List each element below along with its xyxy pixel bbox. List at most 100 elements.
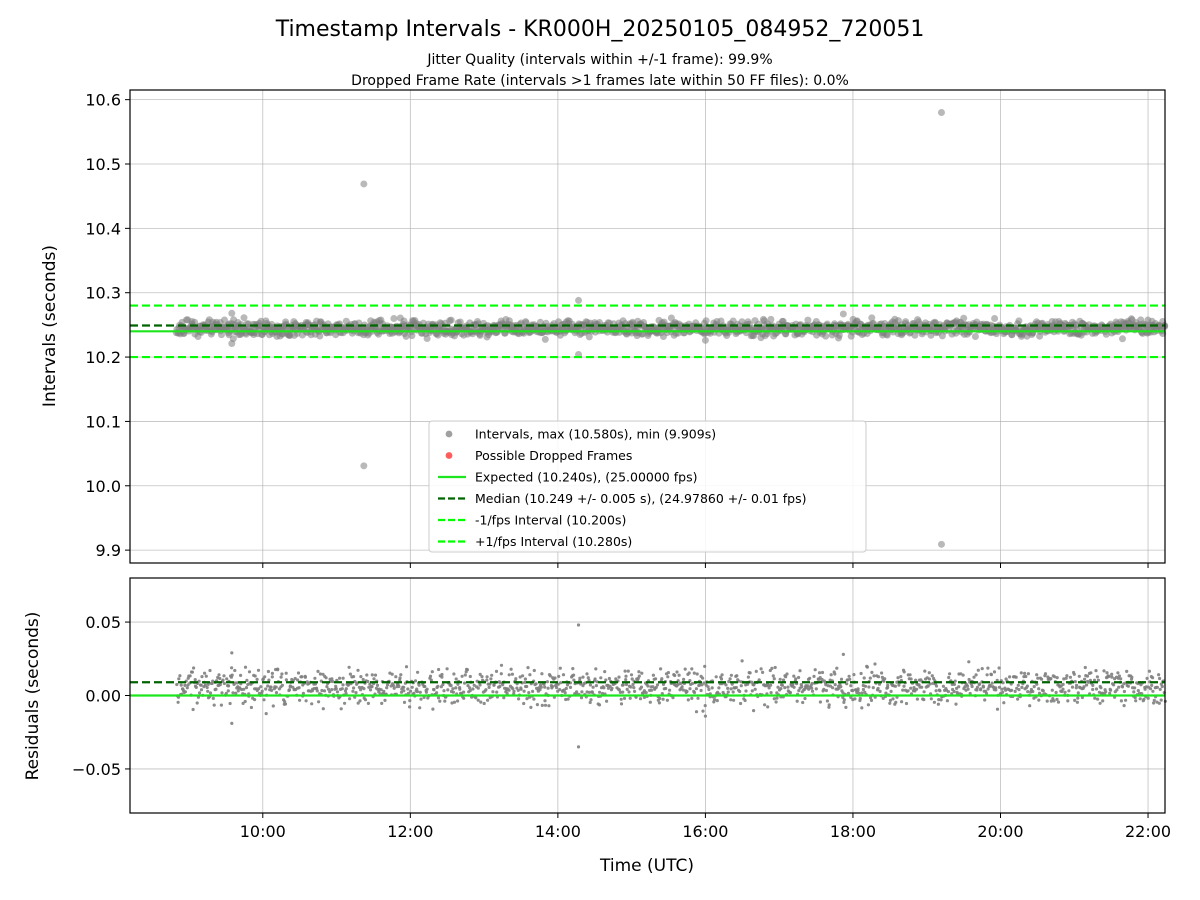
- residuals-point: [884, 691, 888, 695]
- residuals-point: [451, 687, 455, 691]
- residuals-point: [1119, 699, 1123, 703]
- residuals-point: [763, 703, 767, 707]
- residuals-point: [902, 684, 906, 688]
- residuals-point: [1125, 669, 1129, 674]
- residuals-point: [365, 673, 369, 677]
- residuals-point: [966, 687, 970, 691]
- intervals-point: [991, 315, 999, 322]
- intervals-outlier-point: [701, 336, 709, 344]
- residuals-point: [1041, 689, 1045, 693]
- residuals-point: [738, 689, 742, 694]
- residuals-point: [947, 675, 951, 680]
- residuals-point: [970, 684, 974, 689]
- residuals-point: [586, 676, 590, 680]
- residuals-point: [558, 666, 562, 670]
- residuals-point: [578, 676, 582, 680]
- residuals-point: [344, 687, 348, 691]
- residuals-point: [945, 699, 950, 703]
- y-tick-label: 10.5: [85, 155, 121, 174]
- residuals-point: [218, 683, 222, 687]
- residuals-point: [284, 671, 288, 675]
- residuals-point: [661, 697, 665, 701]
- residuals-point: [869, 698, 874, 703]
- residuals-point: [808, 676, 812, 680]
- residuals-point: [465, 668, 469, 672]
- residuals-point: [651, 673, 656, 677]
- residuals-point: [1054, 690, 1058, 695]
- intervals-outlier-point: [937, 540, 945, 548]
- residuals-point: [566, 697, 570, 701]
- y-tick-label: 0.00: [85, 687, 121, 706]
- residuals-point: [415, 690, 419, 694]
- residuals-point: [772, 677, 776, 681]
- legend-marker: [445, 430, 453, 438]
- residuals-point: [539, 685, 543, 689]
- residuals-point: [301, 691, 305, 696]
- residuals-point: [1062, 677, 1066, 681]
- residuals-point: [579, 696, 584, 700]
- residuals-point: [922, 698, 926, 702]
- residuals-point: [590, 690, 595, 695]
- residuals-point: [754, 669, 758, 674]
- residuals-point: [988, 684, 993, 688]
- residuals-point: [523, 680, 527, 685]
- residuals-point: [900, 700, 904, 704]
- residuals-point: [827, 705, 831, 709]
- residuals-point: [231, 691, 235, 695]
- residuals-point: [934, 689, 938, 693]
- intervals-outlier-point: [228, 309, 236, 317]
- residuals-point: [876, 675, 881, 679]
- residuals-point: [178, 674, 182, 678]
- residuals-point: [594, 684, 599, 688]
- residuals-point: [729, 673, 734, 677]
- residuals-point: [409, 689, 413, 693]
- y-tick-label: 10.4: [85, 219, 121, 238]
- intervals-y-axis-label: Intervals (seconds): [40, 245, 60, 407]
- residuals-point: [1024, 674, 1028, 679]
- residuals-point: [385, 686, 389, 690]
- residuals-point: [1120, 685, 1125, 689]
- residuals-point: [666, 675, 670, 679]
- residuals-point: [185, 686, 189, 690]
- residuals-point: [211, 696, 215, 701]
- residuals-point: [244, 686, 249, 690]
- residuals-point: [862, 676, 866, 680]
- chart-title: Timestamp Intervals - KR000H_20250105_08…: [275, 17, 925, 42]
- residuals-point: [379, 688, 383, 692]
- residuals-point: [997, 685, 1002, 689]
- residuals-point: [406, 687, 410, 691]
- residuals-point: [851, 688, 855, 693]
- residuals-point: [929, 697, 933, 701]
- residuals-point: [1008, 675, 1012, 679]
- residuals-point: [624, 678, 628, 682]
- residuals-point: [902, 670, 906, 674]
- residuals-point: [1151, 689, 1155, 693]
- residuals-point: [183, 683, 187, 688]
- residuals-point: [621, 683, 625, 687]
- residuals-point: [623, 669, 627, 673]
- residuals-y-axis-label: Residuals (seconds): [23, 612, 43, 781]
- residuals-point: [1073, 680, 1077, 684]
- residuals-point: [326, 687, 331, 691]
- residuals-point: [713, 698, 717, 702]
- residuals-point: [204, 674, 208, 678]
- residuals-point: [198, 691, 202, 695]
- residuals-point: [1094, 687, 1099, 691]
- residuals-point: [310, 702, 314, 706]
- residuals-point: [276, 667, 280, 671]
- residuals-point: [1112, 683, 1116, 687]
- residuals-point: [726, 686, 730, 691]
- residuals-point: [927, 677, 932, 681]
- residuals-point: [995, 707, 1000, 711]
- residuals-point: [505, 691, 509, 696]
- residuals-point: [1157, 701, 1161, 705]
- residuals-point: [515, 686, 519, 690]
- residuals-point: [1049, 699, 1053, 703]
- residuals-point: [315, 686, 319, 690]
- intervals-point: [883, 331, 891, 339]
- residuals-point: [348, 672, 352, 676]
- residuals-point: [243, 665, 248, 669]
- residuals-point: [1115, 688, 1119, 692]
- residuals-point: [866, 703, 871, 707]
- residuals-point: [703, 664, 707, 669]
